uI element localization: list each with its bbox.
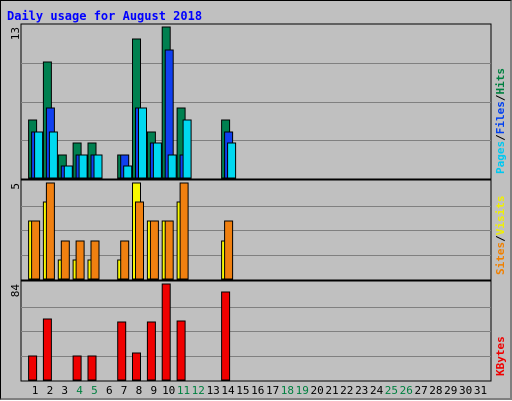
x-tick-label: 3 [61, 384, 68, 397]
bar-pages [79, 155, 87, 178]
x-tick-label: 4 [76, 384, 83, 397]
x-tick-label: 31 [474, 384, 487, 397]
bar-sites [180, 183, 188, 279]
x-tick-label: 5 [91, 384, 98, 397]
x-tick-label: 15 [236, 384, 249, 397]
x-tick-label: 25 [385, 384, 398, 397]
bar-pages [183, 120, 191, 178]
bar-pages [139, 108, 147, 178]
bar-kbytes [73, 356, 81, 380]
x-tick-label: 10 [162, 384, 175, 397]
x-tick-label: 16 [251, 384, 264, 397]
bar-pages [228, 143, 236, 178]
bar-sites [121, 241, 129, 279]
x-tick-label: 14 [221, 384, 235, 397]
plot-area [21, 24, 491, 381]
bar-sites [150, 221, 158, 279]
legend-entry: Visits [494, 196, 507, 236]
bar-kbytes [177, 321, 185, 380]
bar-kbytes [133, 353, 141, 380]
x-tick-label: 18 [281, 384, 294, 397]
legend-entry: Hits [494, 68, 507, 95]
x-tick-label: 13 [207, 384, 220, 397]
legend-entry: Sites [494, 242, 507, 275]
x-tick-label: 11 [177, 384, 190, 397]
bar-pages [64, 166, 72, 178]
x-tick-label: 6 [106, 384, 113, 397]
x-tick-label: 2 [47, 384, 54, 397]
bar-sites [165, 221, 173, 279]
bar-pages [124, 166, 132, 178]
bar-sites [76, 241, 84, 279]
x-tick-label: 7 [121, 384, 128, 397]
bar-pages [35, 132, 43, 178]
y-max-label: 84 [9, 284, 22, 298]
x-tick-label: 27 [414, 384, 427, 397]
bar-sites [136, 202, 144, 279]
bar-kbytes [222, 292, 230, 380]
x-tick-label: 9 [150, 384, 157, 397]
y-max-label: 13 [9, 27, 22, 40]
x-tick-label: 22 [340, 384, 353, 397]
chart-title: Daily usage for August 2018 [7, 9, 202, 23]
bar-kbytes [43, 319, 51, 380]
bar-kbytes [147, 322, 155, 380]
bar-pages [94, 155, 102, 178]
bar-kbytes [162, 284, 170, 380]
legend-visits-sites: Sites/Visits [494, 196, 507, 276]
bar-sites [91, 241, 99, 279]
y-max-label: 5 [9, 183, 22, 190]
legend-entry: Pages [494, 141, 507, 174]
x-tick-label: 1 [32, 384, 39, 397]
x-tick-label: 17 [266, 384, 279, 397]
x-tick-label: 26 [400, 384, 413, 397]
bar-kbytes [118, 322, 126, 380]
legend-entry: KBytes [494, 336, 507, 376]
x-tick-label: 28 [429, 384, 442, 397]
x-tick-label: 21 [325, 384, 338, 397]
x-tick-label: 24 [370, 384, 384, 397]
x-tick-label: 19 [296, 384, 309, 397]
bar-sites [46, 183, 54, 279]
x-tick-label: 12 [192, 384, 205, 397]
x-tick-label: 23 [355, 384, 368, 397]
bar-kbytes [29, 356, 37, 380]
x-tick-label: 20 [310, 384, 323, 397]
bar-sites [225, 221, 233, 279]
bar-pages [168, 155, 176, 178]
bar-pages [153, 143, 161, 178]
bar-sites [32, 221, 40, 279]
bar-kbytes [88, 356, 96, 380]
x-tick-label: 30 [459, 384, 472, 397]
bar-sites [61, 241, 69, 279]
legend-kbytes: KBytes [494, 336, 507, 376]
x-tick-label: 8 [136, 384, 143, 397]
legend-hits-files-pages: Pages/Files/Hits [494, 68, 507, 174]
bar-pages [49, 132, 57, 178]
x-tick-label: 29 [444, 384, 457, 397]
legend-entry: Files [494, 101, 507, 134]
